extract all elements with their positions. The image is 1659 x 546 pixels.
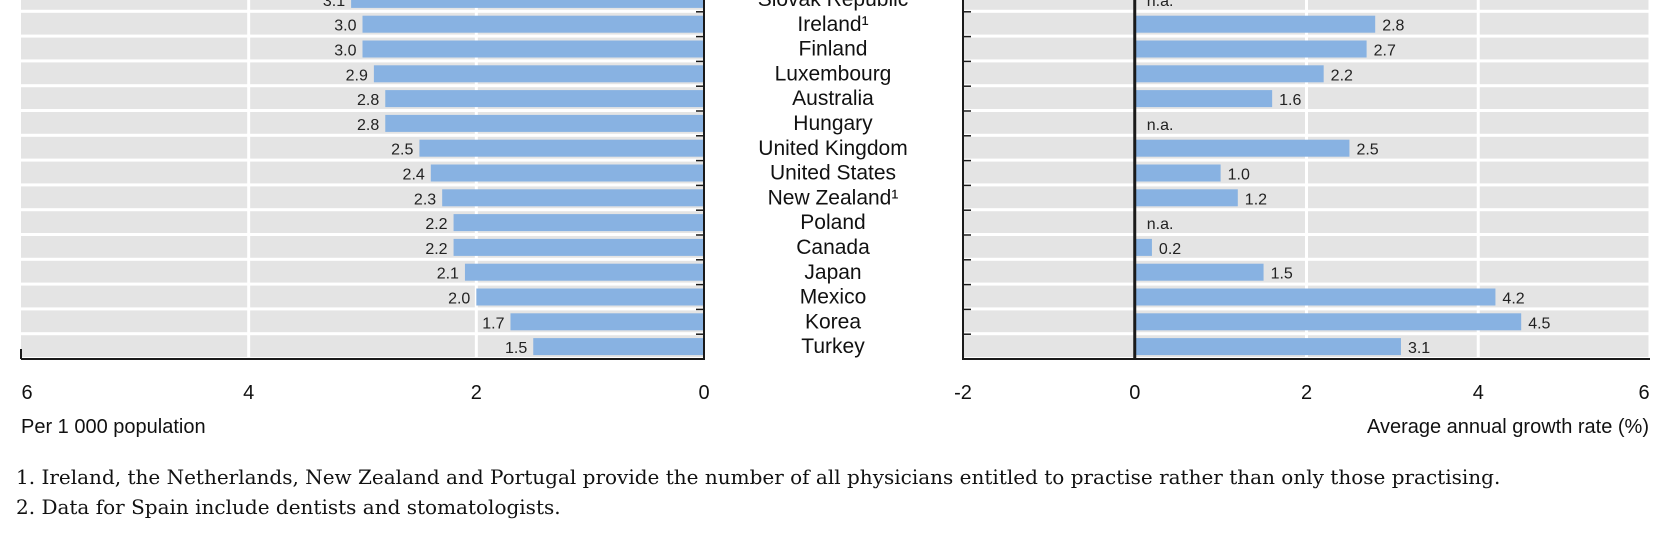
chart-canvas: 3.1 3.0 3.0 2.9 2.8 2.8 2.5 2.4 2.3 2.2 2.2 2.1 2.0 1… <box>20 0 1652 438</box>
left-value-label: 1.7 <box>482 315 504 332</box>
right-value-label: 1.6 <box>1279 92 1301 109</box>
right-value-label: 1.0 <box>1228 167 1250 184</box>
left-value-label: 2.2 <box>425 216 447 233</box>
country-label: Slovak Republic <box>758 0 909 11</box>
left-x-tick-label: 4 <box>243 382 254 404</box>
right-x-tick-label: 0 <box>1129 382 1140 404</box>
left-bar <box>362 15 704 33</box>
country-label: Finland <box>799 38 868 61</box>
right-bar <box>1134 164 1221 182</box>
left-value-label: 3.1 <box>323 0 345 10</box>
country-label: Mexico <box>800 286 867 309</box>
right-x-tick-label: 6 <box>1638 382 1649 404</box>
right-bar <box>1134 40 1367 58</box>
left-bar <box>385 114 704 132</box>
right-bar <box>1134 238 1152 256</box>
country-label: United Kingdom <box>758 137 907 160</box>
country-label: Turkey <box>801 335 865 358</box>
right-x-tick-label: 2 <box>1301 382 1312 404</box>
left-bar <box>453 238 704 256</box>
country-label: Australia <box>792 87 874 110</box>
left-bar <box>442 189 704 207</box>
right-bar <box>1134 189 1238 207</box>
right-value-label: 4.2 <box>1502 291 1524 308</box>
country-label: Canada <box>796 236 870 259</box>
footnote-1: 1. Ireland, the Netherlands, New Zealand… <box>16 465 1501 489</box>
left-x-tick-label: 2 <box>471 382 482 404</box>
left-x-tick-label: 6 <box>21 382 32 404</box>
left-value-label: 2.0 <box>448 291 470 308</box>
right-value-label: 4.5 <box>1528 315 1550 332</box>
right-na-label: n.a. <box>1147 117 1174 134</box>
right-bar <box>1134 313 1522 331</box>
right-x-tick-label: 4 <box>1473 382 1484 404</box>
right-value-label: 2.5 <box>1356 142 1378 159</box>
left-bar <box>453 214 704 232</box>
left-x-axis-title: Per 1 000 population <box>21 416 206 438</box>
left-bar <box>385 90 704 108</box>
right-value-label: 2.2 <box>1331 67 1353 84</box>
left-bar <box>419 139 704 157</box>
right-value-label: 3.1 <box>1408 340 1430 357</box>
right-bar <box>1134 65 1324 83</box>
right-bar <box>1134 263 1264 281</box>
right-na-label: n.a. <box>1147 0 1174 10</box>
right-value-label: 0.2 <box>1159 241 1181 258</box>
right-bar <box>1134 15 1376 33</box>
right-value-label: 1.5 <box>1271 266 1293 283</box>
left-bar <box>476 288 704 306</box>
right-bar <box>1134 139 1350 157</box>
left-bar <box>362 40 704 58</box>
left-bar <box>351 0 704 8</box>
country-label: Hungary <box>793 112 873 135</box>
left-bar <box>510 313 704 331</box>
right-bar <box>1134 288 1496 306</box>
right-value-label: 1.2 <box>1245 191 1267 208</box>
left-bar <box>464 263 704 281</box>
left-value-label: 2.1 <box>437 266 459 283</box>
left-bar <box>373 65 704 83</box>
left-value-label: 3.0 <box>334 43 356 60</box>
country-label: Japan <box>804 261 861 284</box>
footnotes: 1. Ireland, the Netherlands, New Zealand… <box>16 462 1656 522</box>
left-value-label: 2.2 <box>425 241 447 258</box>
country-label: Poland <box>800 211 865 234</box>
right-na-label: n.a. <box>1147 216 1174 233</box>
left-value-label: 2.3 <box>414 191 436 208</box>
country-label: Korea <box>805 310 861 333</box>
left-value-label: 2.4 <box>403 167 425 184</box>
right-bar <box>1134 338 1401 356</box>
right-x-tick-label: -2 <box>954 382 972 404</box>
footnote-2: 2. Data for Spain include dentists and s… <box>16 495 561 519</box>
right-x-axis-title: Average annual growth rate (%) <box>1367 416 1649 438</box>
right-value-label: 2.7 <box>1374 43 1396 60</box>
left-bar <box>533 338 704 356</box>
left-value-label: 2.9 <box>346 67 368 84</box>
left-value-label: 2.5 <box>391 142 413 159</box>
country-label: Luxembourg <box>775 62 892 85</box>
left-bar <box>430 164 704 182</box>
country-label: Ireland¹ <box>797 13 868 36</box>
right-bar <box>1134 90 1273 108</box>
country-label: New Zealand¹ <box>768 186 899 209</box>
left-value-label: 1.5 <box>505 340 527 357</box>
country-labels: Slovak Republic Ireland¹FinlandLuxembourg… <box>758 0 909 358</box>
left-value-label: 3.0 <box>334 18 356 35</box>
left-panel-practising-physicians: 3.1 3.0 3.0 2.9 2.8 2.8 2.5 2.4 2.3 2.2 2.2 2.1 2.0 1… <box>20 0 710 438</box>
left-value-label: 2.8 <box>357 92 379 109</box>
right-panel-growth-rate: n.a. 2.8 2.7 2.2 1.6 n.a. 2.5 1.0 1.2 n.a. 0.2 1.5 4… <box>954 0 1652 438</box>
left-value-label: 2.8 <box>357 117 379 134</box>
right-value-label: 2.8 <box>1382 18 1404 35</box>
left-x-tick-label: 0 <box>698 382 709 404</box>
country-label: United States <box>770 162 896 185</box>
